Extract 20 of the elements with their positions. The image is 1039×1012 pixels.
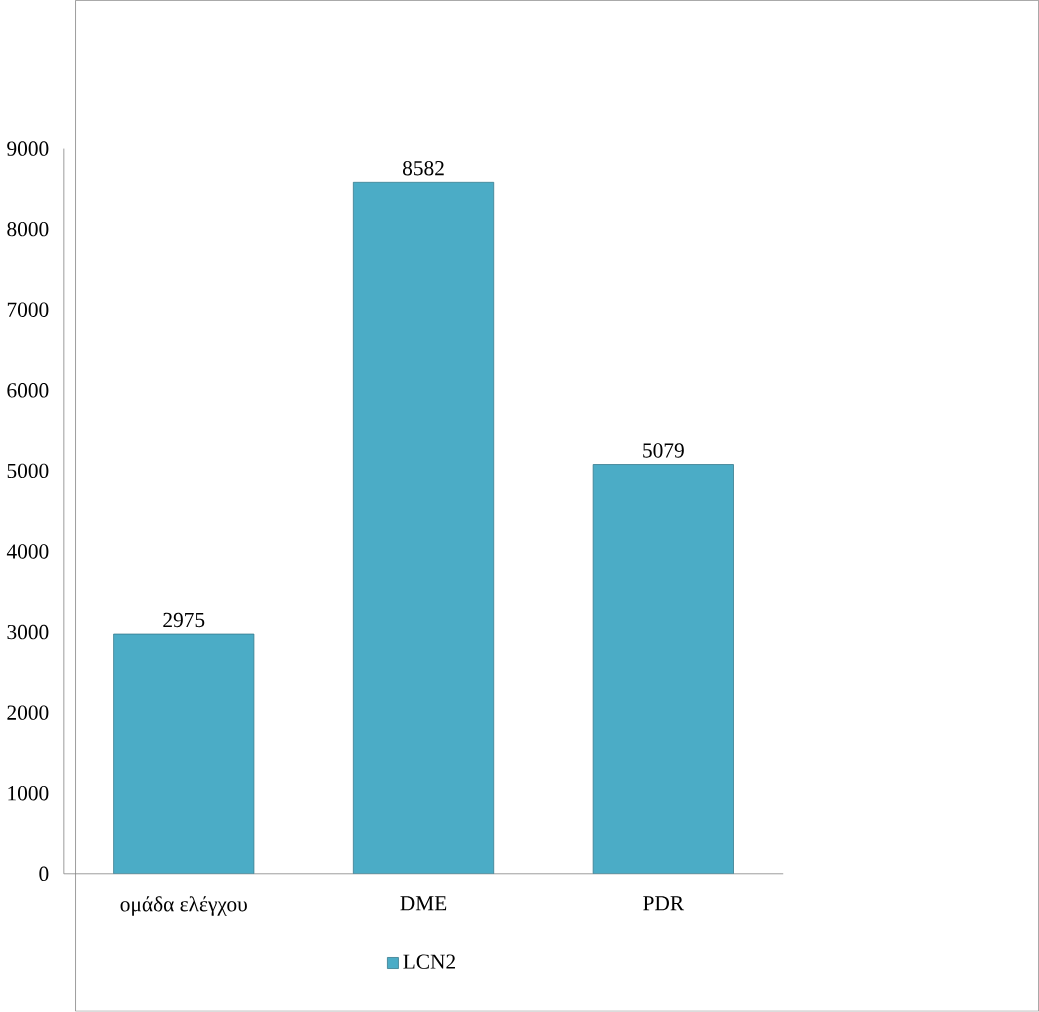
y-tick-label: 5000 bbox=[7, 463, 49, 479]
y-tick-label: 6000 bbox=[7, 383, 49, 398]
x-tick-label: PDR bbox=[643, 896, 685, 911]
y-tick-label: 0 bbox=[39, 866, 49, 882]
bar bbox=[352, 182, 495, 874]
y-tick-label: 7000 bbox=[7, 302, 49, 318]
bar bbox=[113, 633, 255, 874]
y-tick-label: 1000 bbox=[8, 786, 49, 801]
data-label: 5079 bbox=[643, 443, 684, 458]
data-label: 8582 bbox=[402, 161, 444, 176]
y-tick-label: 9000 bbox=[7, 141, 49, 156]
x-tick-label: ομάδα ελέγχου bbox=[120, 896, 247, 917]
y-tick-label: 3000 bbox=[7, 625, 49, 640]
y-tick-label: 8000 bbox=[7, 222, 49, 237]
y-tick-label: 2000 bbox=[7, 705, 49, 721]
data-label: 2975 bbox=[163, 613, 205, 628]
y-tick-label: 4000 bbox=[6, 544, 49, 559]
x-tick-label: DME bbox=[400, 896, 447, 911]
legend-label: LCN2 bbox=[403, 954, 455, 970]
bar bbox=[592, 464, 734, 874]
